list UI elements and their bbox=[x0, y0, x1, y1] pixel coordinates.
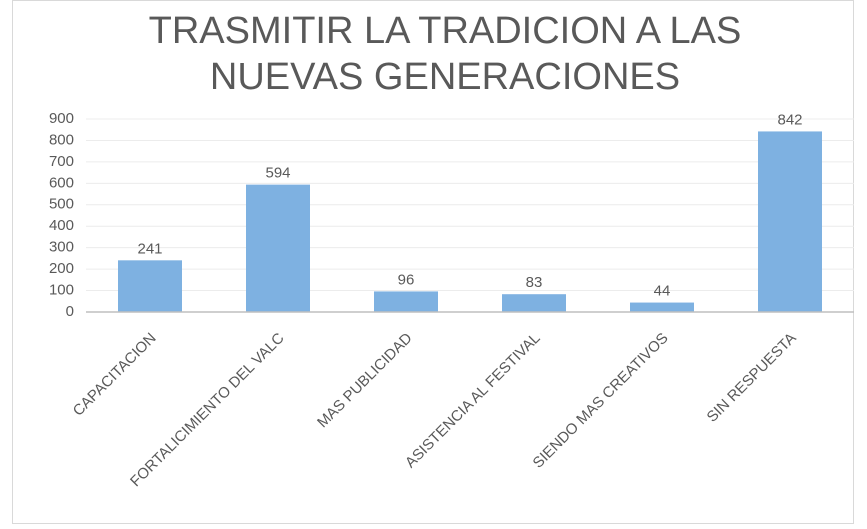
y-tick-label: 100 bbox=[49, 282, 74, 299]
bar bbox=[374, 291, 438, 312]
y-tick-label: 900 bbox=[49, 110, 74, 127]
y-tick-label: 700 bbox=[49, 153, 74, 170]
bar bbox=[630, 302, 694, 312]
chart-frame bbox=[12, 0, 854, 524]
y-tick-label: 200 bbox=[49, 260, 74, 277]
bar bbox=[502, 294, 566, 312]
y-tick-label: 400 bbox=[49, 217, 74, 234]
y-tick-label: 600 bbox=[49, 174, 74, 191]
y-tick-label: 300 bbox=[49, 239, 74, 256]
x-tick-label: SIENDO MAS CREATIVOS bbox=[530, 330, 672, 472]
bar bbox=[246, 184, 310, 312]
bar bbox=[118, 260, 182, 312]
chart-title: TRASMITIR LA TRADICION A LAS NUEVAS GENE… bbox=[148, 10, 742, 98]
data-label: 842 bbox=[777, 111, 802, 128]
data-label: 594 bbox=[265, 165, 290, 182]
y-tick-label: 0 bbox=[66, 303, 74, 320]
x-tick-label: FORTALICIMIENTO DEL VALC bbox=[127, 329, 288, 490]
data-label: 241 bbox=[137, 240, 162, 257]
x-tick-label: CAPACITACION bbox=[70, 330, 160, 420]
bar bbox=[758, 131, 822, 312]
data-label: 44 bbox=[654, 283, 671, 300]
y-tick-label: 500 bbox=[49, 196, 74, 213]
data-label: 96 bbox=[398, 271, 415, 288]
x-tick-label: ASISTENCIA AL FESTIVAL bbox=[402, 330, 544, 472]
y-tick-label: 800 bbox=[49, 131, 74, 148]
data-label: 83 bbox=[526, 274, 543, 291]
x-tick-label: SIN RESPUESTA bbox=[704, 330, 800, 426]
x-tick-label: MAS PUBLICIDAD bbox=[314, 330, 416, 432]
